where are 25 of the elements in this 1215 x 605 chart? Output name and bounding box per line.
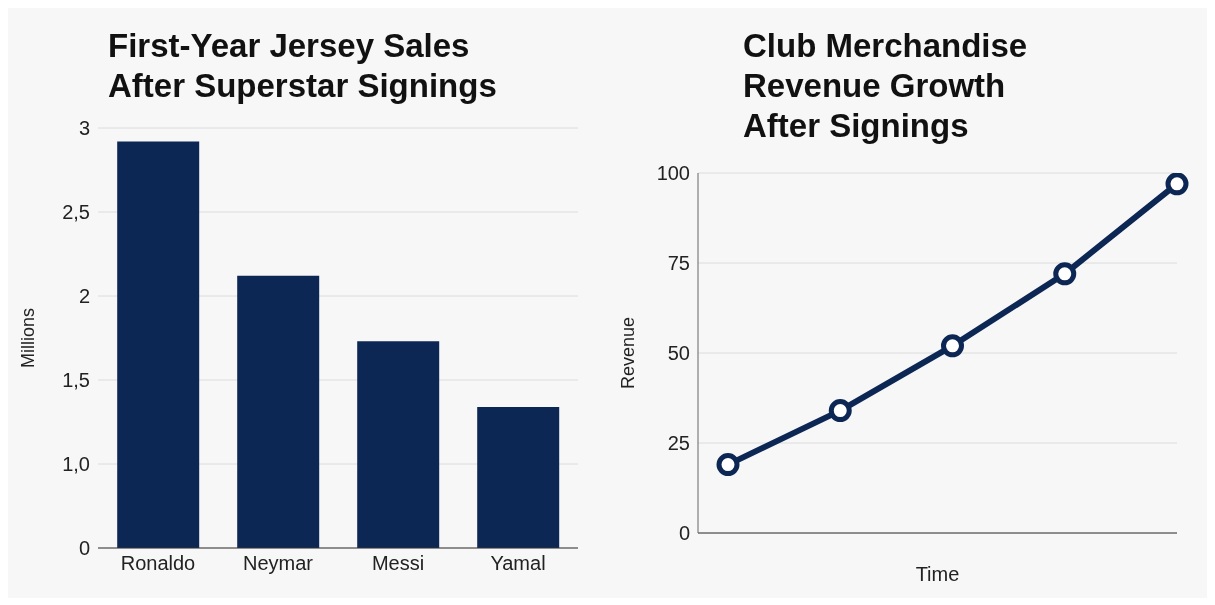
y-tick-label: 50 — [667, 342, 690, 365]
y-tick-label: 0 — [678, 522, 690, 545]
x-tick-label: Yamal — [490, 552, 546, 575]
x-tick-label: Neymar — [242, 552, 314, 575]
y-tick-label: 2 — [78, 285, 90, 308]
point — [1053, 262, 1077, 286]
y-tick-label: 2,5 — [62, 201, 90, 224]
point — [716, 453, 740, 477]
y-tick-label: 1,0 — [62, 453, 90, 476]
y-tick-label: 75 — [667, 252, 690, 275]
chart-title: Club Merchandise Revenue Growth After Signings — [743, 26, 1028, 146]
y-tick-label: 3 — [78, 117, 90, 140]
x-tick-label: Messi — [371, 552, 425, 575]
y-tick-label: 100 — [656, 162, 690, 185]
point — [941, 334, 964, 358]
x-axis-title: Time — [915, 563, 960, 585]
y-axis-title: Millions — [18, 307, 39, 369]
y-axis-title: Revenue — [618, 316, 639, 390]
x-tick-label: Ronaldo — [120, 552, 196, 575]
point — [828, 399, 852, 423]
y-tick-label: 1,5 — [62, 369, 90, 392]
y-tick-label: 25 — [667, 432, 690, 455]
point — [1165, 173, 1189, 196]
chart-title: First-Year Jersey Sales After Superstar Signings — [108, 26, 497, 106]
y-tick-label: 0 — [78, 537, 90, 560]
